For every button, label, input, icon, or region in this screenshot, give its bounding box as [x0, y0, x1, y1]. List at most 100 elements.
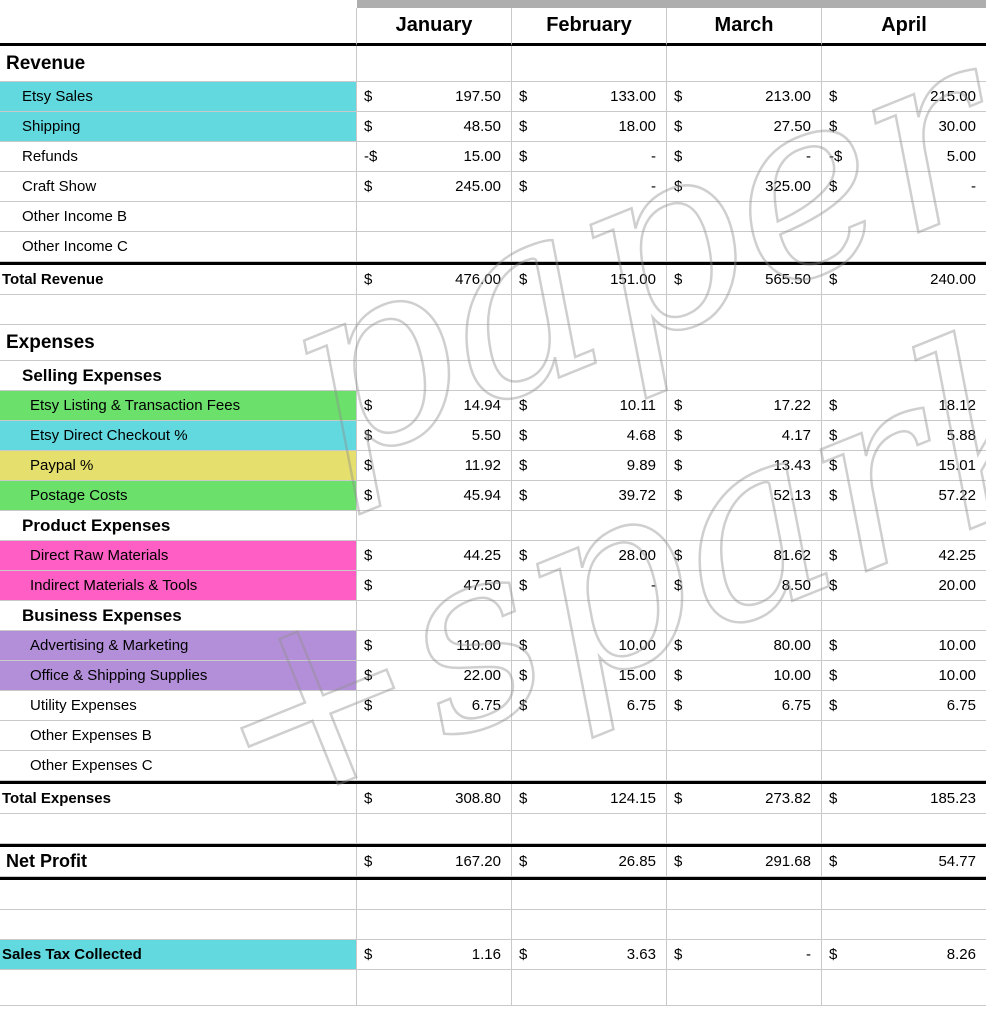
- cell-etsy-listing-transaction-fees-january[interactable]: $14.94: [357, 391, 512, 421]
- cell-blank-january[interactable]: [357, 880, 512, 910]
- cell-other-income-b-january[interactable]: [357, 202, 512, 232]
- cell-direct-raw-materials-january[interactable]: $44.25: [357, 541, 512, 571]
- cell-paypal-february[interactable]: $9.89: [512, 451, 667, 481]
- cell-other-income-b-april[interactable]: [822, 202, 986, 232]
- row-label-sales-tax-collected[interactable]: Sales Tax Collected: [0, 940, 357, 970]
- cell-craft-show-march[interactable]: $325.00: [667, 172, 822, 202]
- cell-net-profit-january[interactable]: $167.20: [357, 847, 512, 877]
- row-label-craft-show[interactable]: Craft Show: [0, 172, 357, 202]
- cell-blank-april[interactable]: [822, 295, 986, 325]
- cell-net-profit-march[interactable]: $291.68: [667, 847, 822, 877]
- row-label-indirect-materials-tools[interactable]: Indirect Materials & Tools: [0, 571, 357, 601]
- cell-craft-show-january[interactable]: $245.00: [357, 172, 512, 202]
- cell-blank-february[interactable]: [512, 970, 667, 1006]
- cell-shipping-april[interactable]: $30.00: [822, 112, 986, 142]
- cell-other-expenses-c-april[interactable]: [822, 751, 986, 781]
- cell-blank-march[interactable]: [667, 814, 822, 844]
- cell-direct-raw-materials-april[interactable]: $42.25: [822, 541, 986, 571]
- row-label-expenses[interactable]: Expenses: [0, 325, 357, 361]
- cell-blank-january[interactable]: [357, 970, 512, 1006]
- cell-revenue-april[interactable]: [822, 46, 986, 82]
- cell-expenses-march[interactable]: [667, 325, 822, 361]
- cell-total-expenses-february[interactable]: $124.15: [512, 784, 667, 814]
- cell-blank-april[interactable]: [822, 970, 986, 1006]
- row-label-other-expenses-b[interactable]: Other Expenses B: [0, 721, 357, 751]
- cell-direct-raw-materials-march[interactable]: $81.62: [667, 541, 822, 571]
- row-label-shipping[interactable]: Shipping: [0, 112, 357, 142]
- row-label-other-expenses-c[interactable]: Other Expenses C: [0, 751, 357, 781]
- cell-other-expenses-b-april[interactable]: [822, 721, 986, 751]
- cell-other-expenses-c-january[interactable]: [357, 751, 512, 781]
- cell-refunds-april[interactable]: -$ 5.00: [822, 142, 986, 172]
- cell-other-expenses-b-february[interactable]: [512, 721, 667, 751]
- cell-office-shipping-supplies-january[interactable]: $22.00: [357, 661, 512, 691]
- cell-office-shipping-supplies-april[interactable]: $10.00: [822, 661, 986, 691]
- cell-craft-show-february[interactable]: $ -: [512, 172, 667, 202]
- cell-blank-february[interactable]: [512, 295, 667, 325]
- cell-sales-tax-collected-january[interactable]: $1.16: [357, 940, 512, 970]
- cell-blank-march[interactable]: [667, 910, 822, 940]
- cell-advertising-marketing-february[interactable]: $10.00: [512, 631, 667, 661]
- cell-blank-april[interactable]: [822, 880, 986, 910]
- cell-revenue-march[interactable]: [667, 46, 822, 82]
- cell-selling-expenses-april[interactable]: [822, 361, 986, 391]
- cell-selling-expenses-january[interactable]: [357, 361, 512, 391]
- cell-total-revenue-february[interactable]: $151.00: [512, 265, 667, 295]
- cell-total-revenue-april[interactable]: $240.00: [822, 265, 986, 295]
- cell-blank-february[interactable]: [512, 814, 667, 844]
- cell-expenses-april[interactable]: [822, 325, 986, 361]
- cell-refunds-march[interactable]: $ -: [667, 142, 822, 172]
- cell-other-expenses-c-february[interactable]: [512, 751, 667, 781]
- cell-other-income-c-february[interactable]: [512, 232, 667, 262]
- cell-utility-expenses-april[interactable]: $6.75: [822, 691, 986, 721]
- cell-product-expenses-january[interactable]: [357, 511, 512, 541]
- cell-total-expenses-april[interactable]: $185.23: [822, 784, 986, 814]
- column-header-february[interactable]: February: [512, 8, 667, 46]
- cell-paypal-january[interactable]: $11.92: [357, 451, 512, 481]
- cell-postage-costs-february[interactable]: $39.72: [512, 481, 667, 511]
- row-label-selling-expenses[interactable]: Selling Expenses: [0, 361, 357, 391]
- row-label-etsy-direct-checkout[interactable]: Etsy Direct Checkout %: [0, 421, 357, 451]
- row-label-other-income-c[interactable]: Other Income C: [0, 232, 357, 262]
- cell-total-expenses-march[interactable]: $273.82: [667, 784, 822, 814]
- cell-postage-costs-april[interactable]: $57.22: [822, 481, 986, 511]
- cell-paypal-march[interactable]: $13.43: [667, 451, 822, 481]
- row-label-office-shipping-supplies[interactable]: Office & Shipping Supplies: [0, 661, 357, 691]
- cell-refunds-february[interactable]: $ -: [512, 142, 667, 172]
- cell-total-expenses-january[interactable]: $308.80: [357, 784, 512, 814]
- cell-product-expenses-march[interactable]: [667, 511, 822, 541]
- cell-revenue-january[interactable]: [357, 46, 512, 82]
- cell-blank-january[interactable]: [357, 814, 512, 844]
- cell-blank-february[interactable]: [512, 880, 667, 910]
- row-label-etsy-listing-transaction-fees[interactable]: Etsy Listing & Transaction Fees: [0, 391, 357, 421]
- row-label-blank[interactable]: [0, 295, 357, 325]
- cell-office-shipping-supplies-march[interactable]: $10.00: [667, 661, 822, 691]
- cell-selling-expenses-march[interactable]: [667, 361, 822, 391]
- cell-business-expenses-march[interactable]: [667, 601, 822, 631]
- cell-indirect-materials-tools-january[interactable]: $47.50: [357, 571, 512, 601]
- cell-paypal-april[interactable]: $15.01: [822, 451, 986, 481]
- row-label-utility-expenses[interactable]: Utility Expenses: [0, 691, 357, 721]
- cell-business-expenses-february[interactable]: [512, 601, 667, 631]
- cell-blank-march[interactable]: [667, 295, 822, 325]
- row-label-revenue[interactable]: Revenue: [0, 46, 357, 82]
- cell-business-expenses-april[interactable]: [822, 601, 986, 631]
- cell-other-income-b-march[interactable]: [667, 202, 822, 232]
- row-label-direct-raw-materials[interactable]: Direct Raw Materials: [0, 541, 357, 571]
- cell-etsy-listing-transaction-fees-february[interactable]: $10.11: [512, 391, 667, 421]
- cell-net-profit-april[interactable]: $54.77: [822, 847, 986, 877]
- row-label-postage-costs[interactable]: Postage Costs: [0, 481, 357, 511]
- cell-etsy-sales-march[interactable]: $213.00: [667, 82, 822, 112]
- row-label-advertising-marketing[interactable]: Advertising & Marketing: [0, 631, 357, 661]
- row-label-product-expenses[interactable]: Product Expenses: [0, 511, 357, 541]
- row-label-total-expenses[interactable]: Total Expenses: [0, 784, 357, 814]
- row-label-blank[interactable]: [0, 880, 357, 910]
- cell-indirect-materials-tools-february[interactable]: $ -: [512, 571, 667, 601]
- cell-indirect-materials-tools-march[interactable]: $8.50: [667, 571, 822, 601]
- cell-blank-january[interactable]: [357, 295, 512, 325]
- row-label-etsy-sales[interactable]: Etsy Sales: [0, 82, 357, 112]
- cell-blank-march[interactable]: [667, 970, 822, 1006]
- cell-expenses-february[interactable]: [512, 325, 667, 361]
- row-label-paypal[interactable]: Paypal %: [0, 451, 357, 481]
- cell-etsy-sales-february[interactable]: $133.00: [512, 82, 667, 112]
